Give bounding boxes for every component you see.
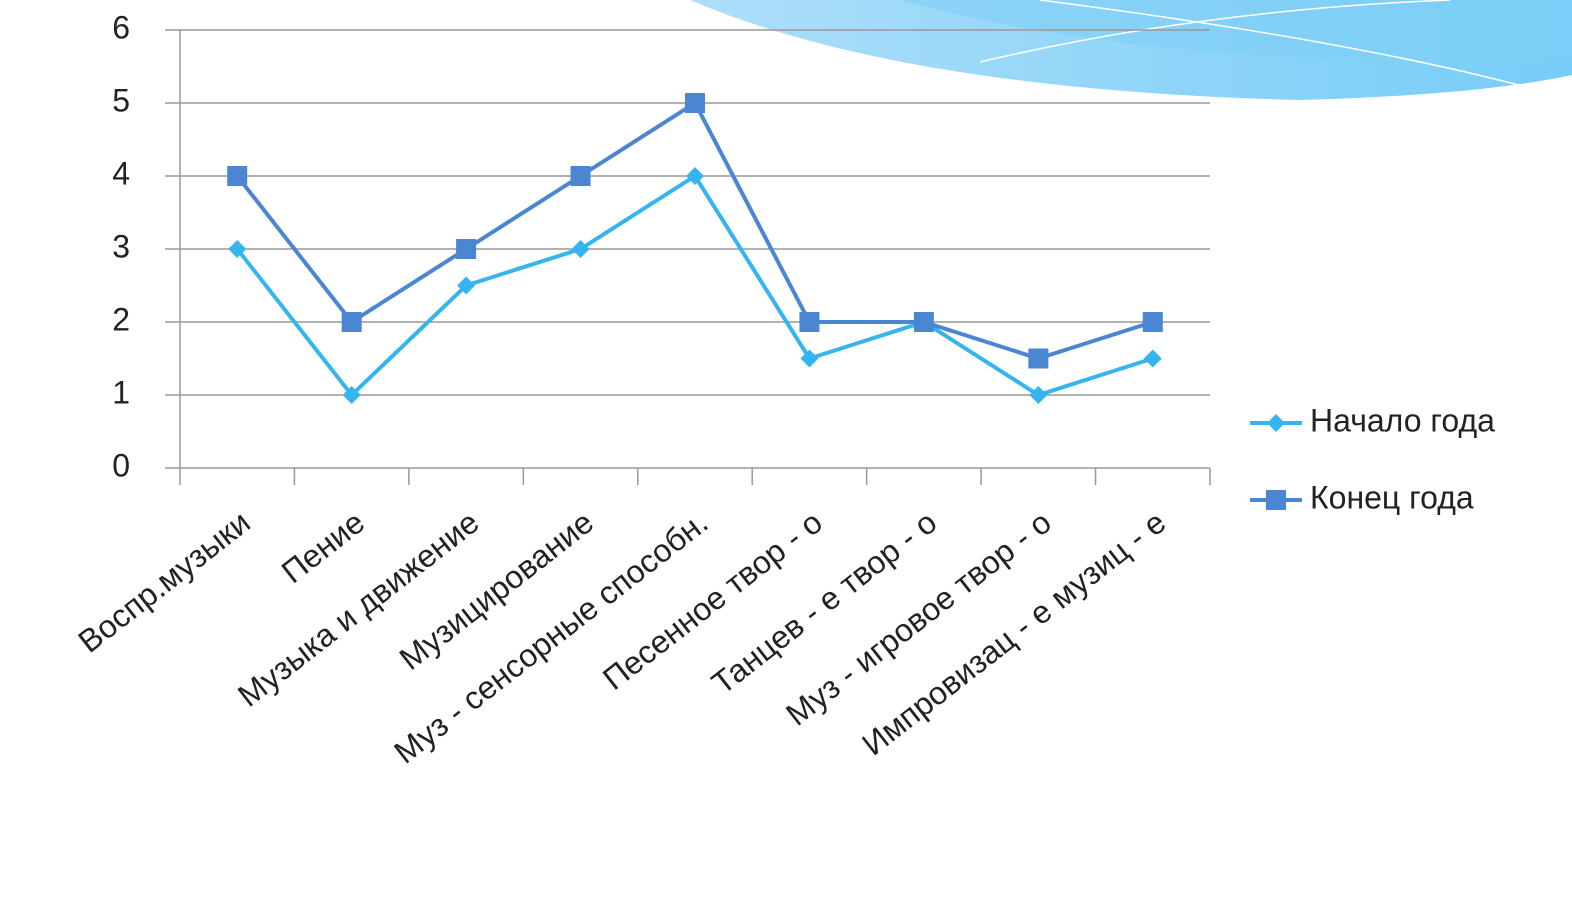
x-tick-label: Пение bbox=[275, 504, 371, 590]
data-point bbox=[456, 239, 477, 259]
data-point bbox=[571, 240, 590, 258]
data-point bbox=[1029, 386, 1048, 404]
decoration bbox=[690, 0, 1572, 100]
data-point bbox=[685, 93, 705, 113]
data-point bbox=[1142, 312, 1163, 332]
data-point bbox=[341, 312, 362, 332]
legend-label: Начало года bbox=[1310, 402, 1495, 438]
legend-label: Конец года bbox=[1310, 479, 1474, 515]
data-point bbox=[227, 166, 248, 186]
y-tick-label: 0 bbox=[112, 447, 130, 483]
data-point bbox=[570, 166, 591, 186]
y-tick-label: 5 bbox=[112, 82, 130, 118]
data-point bbox=[457, 276, 476, 295]
series-line bbox=[235, 100, 1154, 361]
data-point bbox=[1143, 349, 1162, 368]
y-tick-label: 2 bbox=[112, 301, 130, 337]
legend-marker bbox=[1267, 414, 1285, 432]
data-point bbox=[686, 167, 704, 185]
y-tick-label: 3 bbox=[112, 228, 130, 264]
legend-marker bbox=[1266, 490, 1286, 510]
x-tick-label: Музицирование bbox=[393, 504, 600, 677]
series-line bbox=[235, 173, 1154, 398]
y-tick-label: 4 bbox=[112, 155, 130, 191]
data-point bbox=[1028, 348, 1049, 369]
data-point bbox=[800, 349, 819, 368]
x-tick-label: Воспр.музыки bbox=[71, 504, 256, 660]
y-tick-label: 6 bbox=[112, 9, 130, 45]
data-point bbox=[799, 312, 820, 332]
data-point bbox=[228, 240, 247, 258]
y-tick-label: 1 bbox=[112, 374, 130, 410]
data-point bbox=[342, 386, 361, 404]
data-point bbox=[913, 312, 934, 332]
